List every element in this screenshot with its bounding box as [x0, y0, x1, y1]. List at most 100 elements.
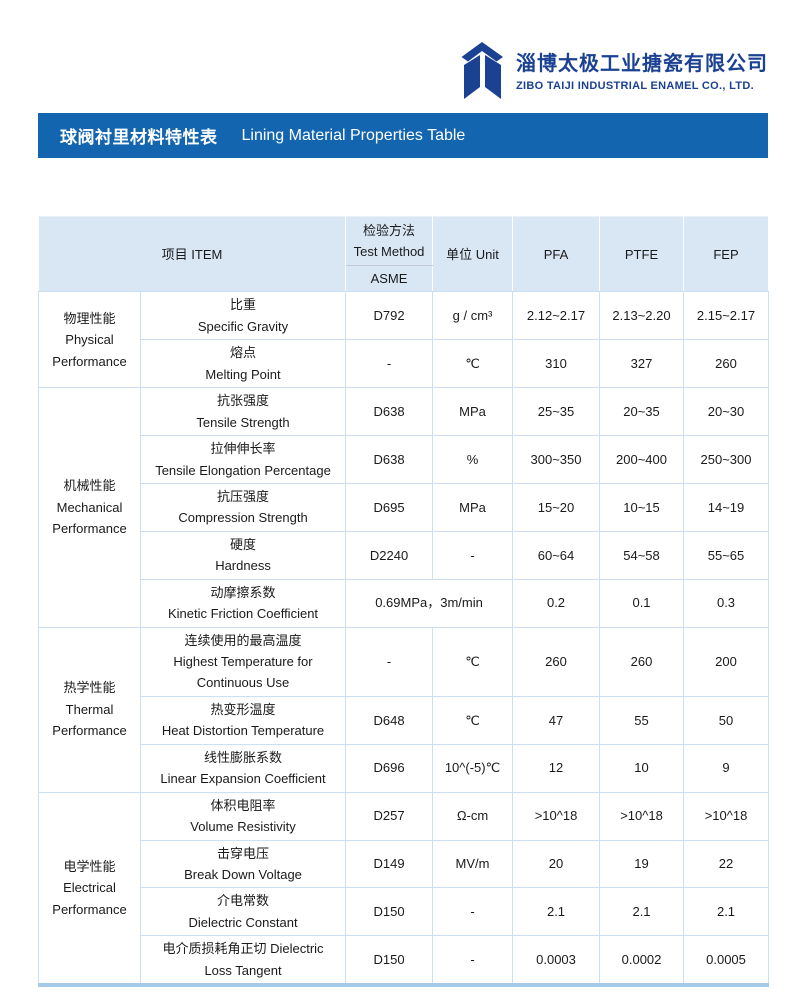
unit-cell: MPa [432, 387, 514, 437]
item-en: Volume Resistivity [190, 819, 296, 835]
value-cell-pfa: 60~64 [512, 530, 601, 580]
value-cell-ptfe: 260 [599, 626, 685, 697]
method-cell: D638 [345, 387, 434, 437]
header-material-pfa: PFA [512, 215, 601, 293]
item-en: Specific Gravity [197, 318, 289, 334]
table-row: 介电常数 Dielectric Constant D150-2.1 2.1 2.1 [39, 887, 770, 937]
item-zh: 热变形温度 [210, 701, 276, 717]
table-row: 硬度 Hardness D2240-60~64 54~58 55~65 [39, 530, 770, 580]
value-cell-pfa: 310 [512, 339, 601, 389]
item-cell: 电介质损耗角正切 Dielectric Loss Tangent [139, 935, 347, 986]
value-cell-fep: 9 [683, 743, 770, 793]
table-row: 电学性能 Electrical Performance 体积电阻率 Volume Re… [38, 791, 770, 986]
value-cell-ptfe: 55 [599, 695, 685, 745]
company-name-zh: 淄博太极工业搪瓷有限公司 [516, 52, 768, 75]
table-row: 拉伸伸长率 Tensile Elongation Percentage D638% 3… [39, 435, 770, 484]
table-row: 抗压强度 Compression Strength D695 MPa 15~20 10~1… [39, 482, 770, 532]
value-cell-fep: 260 [683, 339, 770, 389]
table-body: 物理性能 Physical Performance 比重 Specific Gravi… [38, 291, 770, 986]
item-zh: 硬度 [230, 536, 257, 552]
item-cell: 连续使用的最高温度 Highest Temperature for Continu… [139, 626, 347, 697]
item-cell: 拉伸伸长率 Tensile Elongation Percentage [139, 435, 347, 484]
banner-title-zh: 球阀衬里材料特性表 [60, 128, 218, 147]
table-row: 熔点 Melting Point - ℃ 310 327 260 [39, 339, 770, 389]
item-en: Compression Strength [178, 510, 308, 526]
item-en: Tensile Elongation Percentage [155, 462, 331, 478]
item-cell: 热变形温度 Heat Distortion Temperature [139, 695, 347, 745]
header-test-method-std: ASME [345, 264, 434, 293]
value-cell-pfa: 12 [512, 743, 601, 793]
value-cell-ptfe: 0.1 [599, 578, 685, 628]
method-cell: D257 [345, 791, 434, 841]
value-cell-ptfe: 10~15 [599, 482, 685, 532]
table-row: 物理性能 Physical Performance 比重 Specific Gravi… [38, 291, 770, 389]
table-header: 项目 ITEM 检验方法 Test Method 单位 Unit PFA PTF… [37, 215, 770, 293]
value-cell-pfa: 300~350 [512, 435, 601, 484]
value-cell-pfa: 2.1 [512, 887, 601, 937]
method-cell: - [345, 339, 434, 389]
unit-cell: Ω-cm [432, 791, 514, 841]
category-cell: 热学性能 Thermal Performance [38, 626, 141, 793]
method-cell: D150 [345, 935, 434, 986]
category-en: Mechanical Performance [52, 499, 127, 537]
method-cell: D648 [345, 695, 434, 745]
value-cell-pfa: 47 [512, 695, 601, 745]
value-cell-ptfe: 20~35 [599, 387, 685, 437]
value-cell-pfa: 0.0003 [512, 935, 601, 986]
unit-cell: ℃ [432, 695, 514, 745]
company-names: 淄博太极工业搪瓷有限公司 ZIBO TAIJI INDUSTRIAL ENAME… [516, 51, 768, 92]
method-cell: D150 [345, 887, 434, 937]
value-cell-pfa: 15~20 [512, 482, 601, 532]
value-cell-fep: 2.15~2.17 [683, 291, 770, 341]
item-zh: 抗压强度 [217, 488, 270, 504]
item-cell: 熔点 Melting Point [139, 339, 347, 389]
value-cell-fep: >10^18 [683, 791, 770, 841]
item-zh: 熔点 [230, 345, 257, 361]
value-cell-ptfe: 200~400 [599, 435, 685, 484]
item-cell: 硬度 Hardness [139, 530, 347, 580]
item-zh: 比重 [230, 297, 257, 313]
company-logo-icon [460, 42, 505, 100]
item-cell: 抗压强度 Compression Strength [139, 482, 347, 532]
method-cell: D638 [345, 435, 434, 484]
method-cell: D2240 [345, 530, 434, 580]
item-cell: 击穿电压 Break Down Voltage [139, 839, 347, 889]
item-zh: 电介质损耗角正切 Dielectric [162, 941, 324, 957]
method-cell: D695 [345, 482, 434, 532]
properties-table-wrap: 项目 ITEM 检验方法 Test Method 单位 Unit PFA PTF… [37, 215, 770, 988]
header-item: 项目 ITEM [37, 215, 347, 293]
unit-cell: - [432, 887, 514, 937]
value-cell-ptfe: 2.1 [599, 887, 685, 937]
table-row: 热学性能 Thermal Performance 连续使用的最高温度 Highest … [38, 626, 770, 793]
header-material-ptfe: PTFE [599, 215, 685, 293]
header-test-method: 检验方法 Test Method [345, 216, 434, 266]
unit-cell: g / cm³ [432, 291, 514, 341]
category-en: Thermal Performance [52, 701, 127, 739]
unit-cell: % [432, 435, 514, 484]
item-cell: 抗张强度 Tensile Strength [139, 387, 347, 437]
item-zh: 介电常数 [217, 893, 270, 909]
company-name-en: ZIBO TAIJI INDUSTRIAL ENAMEL CO., LTD. [516, 79, 754, 92]
item-en: Tensile Strength [196, 414, 290, 430]
value-cell-fep: 250~300 [683, 435, 770, 484]
item-en: Heat Distortion Temperature [161, 723, 325, 739]
item-en: Hardness [215, 558, 271, 574]
method-cell: - [345, 626, 434, 697]
unit-cell: ℃ [432, 626, 514, 697]
header-test-method-en: Test Method [353, 244, 425, 259]
value-cell-pfa: 20 [512, 839, 601, 889]
table-row: 机械性能 Mechanical Performance 抗张强度 Tensile St… [38, 387, 770, 628]
taiji-arrow-logo [461, 42, 503, 99]
value-cell-fep: 22 [683, 839, 770, 889]
method-cell: D696 [345, 743, 434, 793]
value-cell-ptfe: 2.13~2.20 [599, 291, 685, 341]
value-cell-ptfe: >10^18 [599, 791, 685, 841]
title-banner: 球阀衬里材料特性表 Lining Material Properties Tab… [38, 113, 768, 158]
item-cell: 线性膨胀系数 Linear Expansion Coefficient [139, 743, 347, 793]
category-zh: 机械性能 [63, 478, 116, 494]
company-header: 淄博太极工业搪瓷有限公司 ZIBO TAIJI INDUSTRIAL ENAME… [0, 0, 800, 102]
category-zh: 热学性能 [63, 680, 116, 696]
unit-cell: - [432, 530, 514, 580]
banner-title-en: Lining Material Properties Table [241, 126, 466, 144]
